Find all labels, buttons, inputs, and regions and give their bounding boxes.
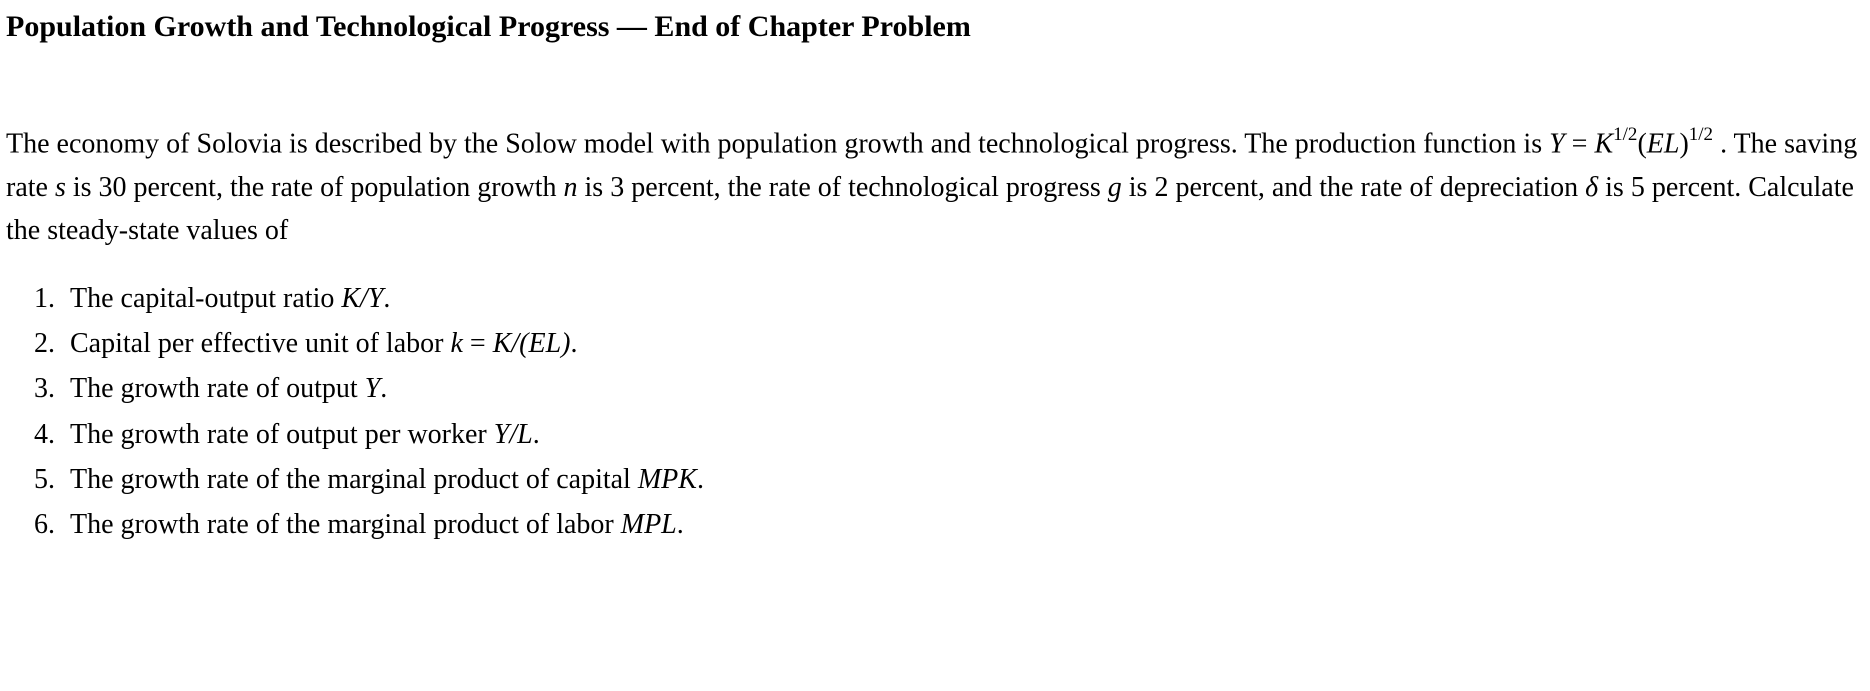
page-container: Population Growth and Technological Prog… (0, 0, 1870, 691)
list-content: The growth rate of the marginal product … (70, 503, 684, 546)
list-item-3: 3. The growth rate of output Y. (34, 367, 1864, 410)
text-segment: . (697, 464, 704, 495)
list-item-4: 4. The growth rate of output per worker … (34, 413, 1864, 456)
variable-n: n (564, 172, 578, 203)
list-item-1: 1. The capital-output ratio K/Y. (34, 277, 1864, 320)
list-number: 5. (34, 458, 64, 501)
list-number: 4. (34, 413, 64, 456)
question-list: 1. The capital-output ratio K/Y. 2. Capi… (6, 277, 1864, 547)
problem-statement: The economy of Solovia is described by t… (6, 122, 1864, 253)
variable-K-over-EL: K/(EL) (493, 328, 571, 359)
variable-k-lower: k (450, 328, 462, 359)
list-item-2: 2. Capital per effective unit of labor k… (34, 322, 1864, 365)
text-segment: is 30 percent, the rate of population gr… (66, 172, 564, 203)
list-content: The growth rate of output Y. (70, 367, 387, 410)
text-segment: The growth rate of output (70, 373, 365, 404)
variable-g: g (1108, 172, 1122, 203)
text-segment: The growth rate of output per worker (70, 419, 494, 450)
list-content: Capital per effective unit of labor k = … (70, 322, 577, 365)
text-segment: . (533, 419, 540, 450)
exponent-half-1: 1/2 (1613, 124, 1637, 145)
variable-MPK: MPK (638, 464, 697, 495)
list-number: 3. (34, 367, 64, 410)
text-segment: The growth rate of the marginal product … (70, 464, 638, 495)
close-paren: ) (1679, 128, 1688, 159)
variable-Y: Y (365, 373, 381, 404)
variable-s: s (55, 172, 66, 203)
equals-sign: = (1565, 128, 1595, 159)
list-item-5: 5. The growth rate of the marginal produ… (34, 458, 1864, 501)
exponent-half-2: 1/2 (1689, 124, 1713, 145)
list-item-6: 6. The growth rate of the marginal produ… (34, 503, 1864, 546)
variable-Y: Y (1549, 128, 1565, 159)
text-segment: . (383, 283, 390, 314)
text-segment: The capital-output ratio (70, 283, 341, 314)
open-paren: ( (1637, 128, 1646, 159)
list-content: The capital-output ratio K/Y. (70, 277, 390, 320)
page-title: Population Growth and Technological Prog… (6, 10, 1864, 44)
list-content: The growth rate of the marginal product … (70, 458, 704, 501)
variable-delta: δ (1585, 172, 1598, 203)
variable-MPL: MPL (621, 509, 677, 540)
text-segment: The economy of Solovia is described by t… (6, 128, 1549, 159)
text-segment: Capital per effective unit of labor (70, 328, 450, 359)
list-content: The growth rate of output per worker Y/L… (70, 413, 540, 456)
equals-sign: = (463, 328, 493, 359)
text-segment: . (380, 373, 387, 404)
list-number: 1. (34, 277, 64, 320)
variable-Y-over-L: Y/L (494, 419, 533, 450)
variable-K: K (1594, 128, 1613, 159)
list-number: 2. (34, 322, 64, 365)
list-number: 6. (34, 503, 64, 546)
variable-EL: EL (1647, 128, 1680, 159)
text-segment: . (677, 509, 684, 540)
text-segment: is 2 percent, and the rate of depreciati… (1122, 172, 1585, 203)
text-segment: The growth rate of the marginal product … (70, 509, 621, 540)
variable-KY: K/Y (341, 283, 383, 314)
text-segment: is 3 percent, the rate of technological … (578, 172, 1108, 203)
text-segment: . (570, 328, 577, 359)
